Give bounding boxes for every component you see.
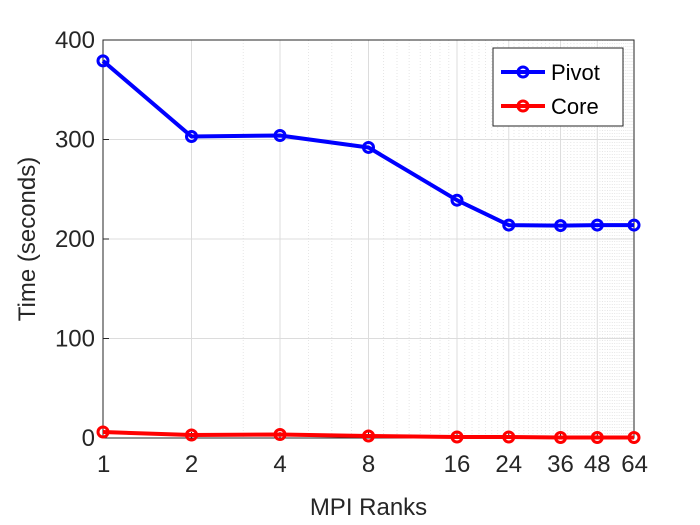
data-point	[502, 218, 516, 232]
x-tick-label: 1	[97, 451, 110, 478]
y-axis-label: Time (seconds)	[14, 157, 41, 321]
data-point	[273, 129, 287, 143]
y-tick-label: 100	[55, 326, 95, 353]
y-tick-label: 300	[55, 127, 95, 154]
series-core	[96, 425, 641, 445]
x-tick-label: 16	[444, 451, 471, 478]
series	[96, 54, 641, 445]
data-point	[185, 428, 198, 442]
legend-label: Core	[551, 94, 599, 119]
data-point	[590, 218, 604, 232]
x-tick-label: 48	[584, 451, 611, 478]
data-point	[450, 193, 464, 207]
legend-item-pivot: Pivot	[501, 60, 600, 85]
data-point	[273, 428, 287, 442]
data-point	[96, 54, 110, 68]
legend-marker	[516, 65, 530, 79]
data-point	[185, 130, 198, 144]
x-tick-label: 8	[362, 451, 375, 478]
x-tick-label: 24	[495, 451, 522, 478]
series-pivot	[96, 54, 641, 233]
x-tick-label: 2	[185, 451, 198, 478]
legend-label: Pivot	[551, 60, 600, 85]
data-point	[362, 140, 375, 154]
data-point	[627, 218, 641, 232]
data-point	[554, 431, 568, 445]
series-line	[102, 430, 634, 440]
series-line	[101, 59, 634, 228]
y-tick-label: 0	[82, 425, 95, 452]
x-tick-label: 4	[273, 451, 286, 478]
data-point	[554, 219, 568, 233]
legend-item-core: Core	[501, 94, 599, 119]
x-tick-label: 64	[621, 451, 648, 478]
data-point	[96, 425, 110, 439]
data-point	[502, 430, 516, 444]
data-point	[450, 430, 464, 444]
legend: Pivot Core	[492, 47, 624, 127]
data-point	[590, 431, 604, 445]
x-axis-label: MPI Ranks	[310, 494, 427, 521]
legend-marker	[516, 99, 530, 113]
data-point	[362, 429, 375, 443]
data-point	[627, 431, 641, 445]
x-tick-label: 36	[547, 451, 574, 478]
y-tick-label: 200	[55, 226, 95, 253]
legend-box	[492, 47, 624, 127]
y-tick-label: 400	[55, 27, 95, 54]
